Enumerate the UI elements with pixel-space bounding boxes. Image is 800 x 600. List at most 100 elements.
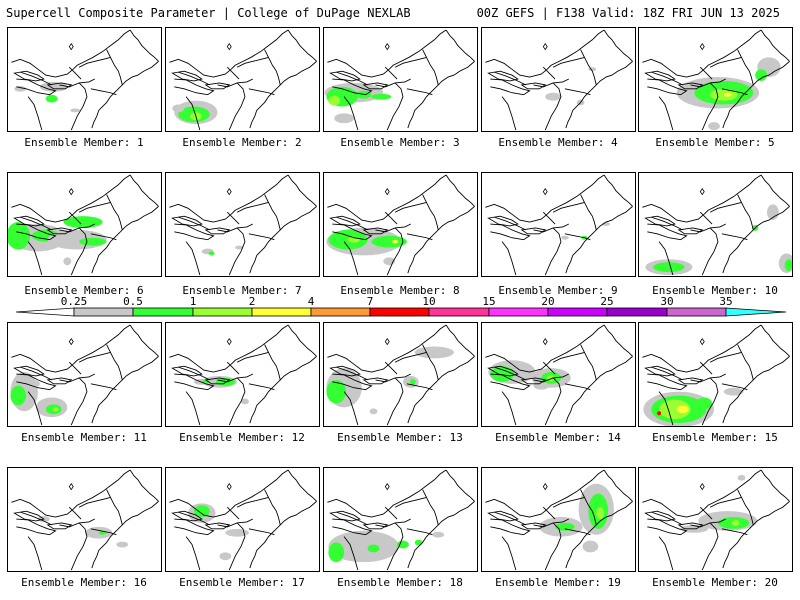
lake-outline (13, 215, 45, 227)
scp-contour-blob (723, 92, 732, 97)
member-map-svg (11, 469, 159, 571)
legend-tick-label: 7 (367, 296, 374, 308)
state-boundary (701, 522, 719, 571)
diamond-marker-icon (226, 482, 232, 491)
state-boundary (178, 71, 210, 86)
ensemble-member-map (7, 322, 162, 427)
lake-outline (13, 365, 45, 377)
diamond-marker-icon (699, 42, 705, 51)
state-boundary (375, 223, 411, 233)
state-boundary (580, 489, 597, 526)
ensemble-member-map (638, 322, 793, 427)
state-boundary (603, 469, 633, 502)
state-boundary (332, 518, 373, 536)
state-boundary (343, 96, 359, 131)
diamond-marker-icon (699, 337, 705, 346)
state-boundary (647, 78, 688, 96)
state-boundary (552, 352, 585, 363)
state-boundary (256, 501, 317, 551)
state-boundary (169, 203, 232, 223)
state-boundary (572, 61, 633, 111)
state-boundary (91, 405, 100, 424)
state-boundary (546, 324, 605, 365)
state-boundary (72, 324, 131, 365)
state-boundary (178, 366, 210, 381)
scp-contour-blob (723, 387, 744, 396)
state-boundary (603, 29, 633, 62)
state-boundary (27, 241, 43, 276)
state-boundary (90, 528, 117, 536)
ensemble-member-map (323, 27, 478, 132)
scp-contour-blob (52, 407, 59, 412)
state-boundary (564, 383, 591, 391)
state-boundary (394, 352, 427, 363)
state-boundary (651, 216, 683, 231)
state-boundary (414, 501, 475, 551)
state-boundary (375, 373, 411, 383)
state-boundary (721, 88, 748, 96)
state-boundary (20, 511, 52, 526)
state-boundary (59, 518, 95, 528)
legend-segment (132, 307, 194, 317)
state-boundary (394, 497, 427, 508)
state-boundary (642, 498, 705, 518)
state-boundary (106, 194, 123, 231)
state-boundary (248, 233, 275, 241)
ensemble-member-map (481, 27, 636, 132)
state-boundary (422, 344, 439, 381)
lake-outline (487, 365, 519, 377)
state-boundary (642, 203, 705, 223)
state-boundary (185, 391, 201, 426)
state-boundary (90, 88, 117, 96)
state-boundary (572, 206, 633, 256)
state-boundary (375, 78, 411, 88)
state-boundary (737, 489, 754, 526)
lake-outline (204, 82, 231, 90)
state-boundary (406, 528, 433, 536)
state-boundary (490, 518, 531, 536)
state-boundary (565, 110, 574, 129)
member-label: Ensemble Member: 5 (655, 136, 775, 149)
legend-tick-label: 1 (190, 296, 197, 308)
diamond-marker-icon (226, 42, 232, 51)
scp-contour-blob (235, 245, 243, 250)
member-map-svg (642, 29, 790, 131)
scp-contour-blob (116, 541, 129, 548)
state-boundary (16, 78, 57, 96)
scp-contour-blob (219, 552, 232, 561)
state-boundary (485, 353, 548, 373)
state-boundary (178, 216, 210, 231)
member-label: Ensemble Member: 19 (495, 576, 621, 589)
state-boundary (703, 29, 762, 70)
state-boundary (228, 82, 246, 131)
state-boundary (709, 57, 742, 68)
diamond-marker-icon (699, 187, 705, 196)
scp-contour-blob (560, 235, 569, 240)
state-boundary (407, 110, 416, 129)
lake-outline (487, 70, 519, 82)
state-boundary (422, 194, 439, 231)
state-boundary (59, 373, 95, 383)
color-legend: 0.25 0.5 1 2 4 7 10 15 20 25 30 35 (15, 296, 787, 317)
state-boundary (169, 353, 232, 373)
state-boundary (729, 501, 790, 551)
diamond-marker-icon (699, 482, 705, 491)
state-boundary (217, 78, 253, 88)
state-boundary (16, 373, 57, 391)
member-label: Ensemble Member: 7 (182, 284, 302, 297)
state-boundary (501, 241, 517, 276)
legend-segment (15, 307, 75, 317)
scp-contour-blob (755, 69, 767, 81)
state-boundary (343, 241, 359, 276)
scp-contour-blob (371, 93, 392, 100)
legend-tick-label: 35 (719, 296, 732, 308)
state-boundary (129, 174, 159, 207)
legend-tick-label: 2 (249, 296, 256, 308)
scp-contour-blob (193, 505, 210, 518)
state-boundary (11, 353, 74, 373)
state-boundary (647, 223, 688, 241)
member-map-svg (485, 29, 633, 131)
state-boundary (217, 518, 253, 528)
state-boundary (703, 469, 762, 510)
state-boundary (699, 66, 713, 80)
